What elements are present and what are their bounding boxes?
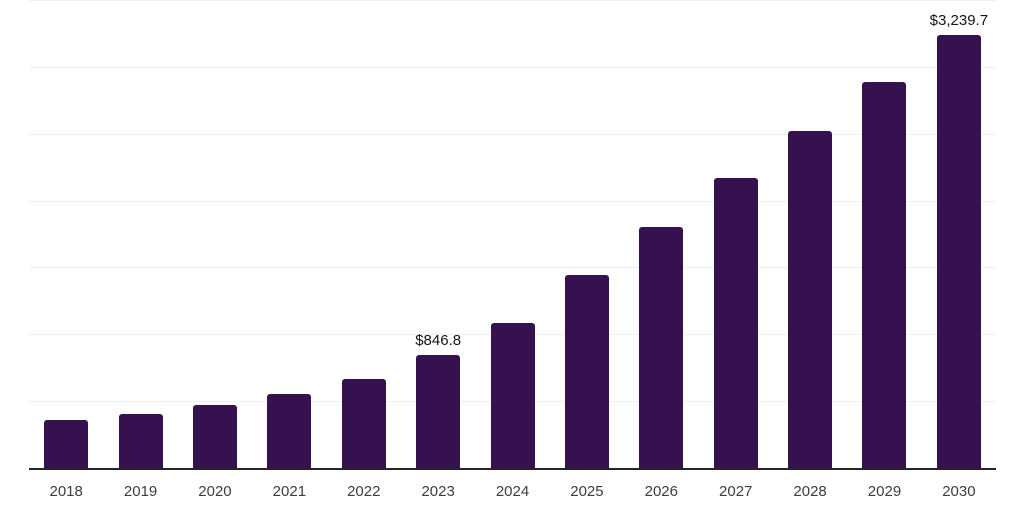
bar-2027 (713, 178, 758, 468)
x-tick-2026: 2026 (644, 483, 678, 500)
bar-2021 (267, 393, 312, 468)
gridline-2500 (29, 134, 996, 135)
bar-2024 (490, 322, 535, 468)
bar-slot-2026 (624, 0, 698, 468)
bar-slot-2018 (29, 0, 103, 468)
bar-2023 (416, 354, 461, 468)
x-tick-2030: 2030 (942, 483, 976, 500)
x-tick-2021: 2021 (272, 483, 307, 500)
bar-2019 (118, 413, 163, 468)
x-tick-2024: 2024 (495, 483, 530, 500)
bar-slot-2027 (699, 0, 773, 468)
x-tick-2022: 2022 (347, 483, 381, 500)
gridline-3000 (29, 67, 996, 68)
bar-slot-2020 (178, 0, 252, 468)
bar-slot-2022 (327, 0, 401, 468)
bar-slot-2029 (847, 0, 921, 468)
bar-slot-2019 (103, 0, 177, 468)
bar-2030 (936, 34, 981, 468)
x-tick-2029: 2029 (867, 483, 902, 500)
x-tick-2019: 2019 (123, 483, 158, 500)
bar-2028 (788, 131, 833, 468)
bar-2029 (862, 81, 907, 468)
x-tick-2020: 2020 (198, 483, 232, 500)
data-label-2023: $846.8 (415, 331, 462, 349)
gridline-2000 (29, 201, 996, 202)
gridline-1500 (29, 267, 996, 268)
data-label-2030: $3,239.7 (929, 11, 989, 29)
x-axis-labels: 2018 2019 2020 2021 2022 2023 2024 2025 2026 2027… (29, 482, 996, 502)
plot-area: $846.8 $3,239.7 (29, 0, 996, 470)
bar-slot-2028 (773, 0, 847, 468)
bar-slot-2025 (550, 0, 624, 468)
bar-2020 (192, 404, 237, 468)
bar-slot-2023: $846.8 (401, 0, 475, 468)
x-tick-2025: 2025 (570, 483, 604, 500)
bar-slot-2030: $3,239.7 (922, 0, 996, 468)
bar-2026 (639, 227, 684, 468)
x-tick-2027: 2027 (719, 483, 753, 500)
bars-container: $846.8 $3,239.7 (29, 0, 996, 468)
x-tick-2028: 2028 (793, 483, 827, 500)
x-tick-2023: 2023 (421, 483, 455, 500)
bar-slot-2021 (252, 0, 326, 468)
bar-2022 (341, 378, 386, 468)
bar-2025 (564, 274, 609, 468)
gridline-3500 (29, 0, 996, 1)
bar-slot-2024 (475, 0, 549, 468)
bar-2018 (44, 420, 89, 468)
x-tick-2018: 2018 (49, 483, 83, 500)
